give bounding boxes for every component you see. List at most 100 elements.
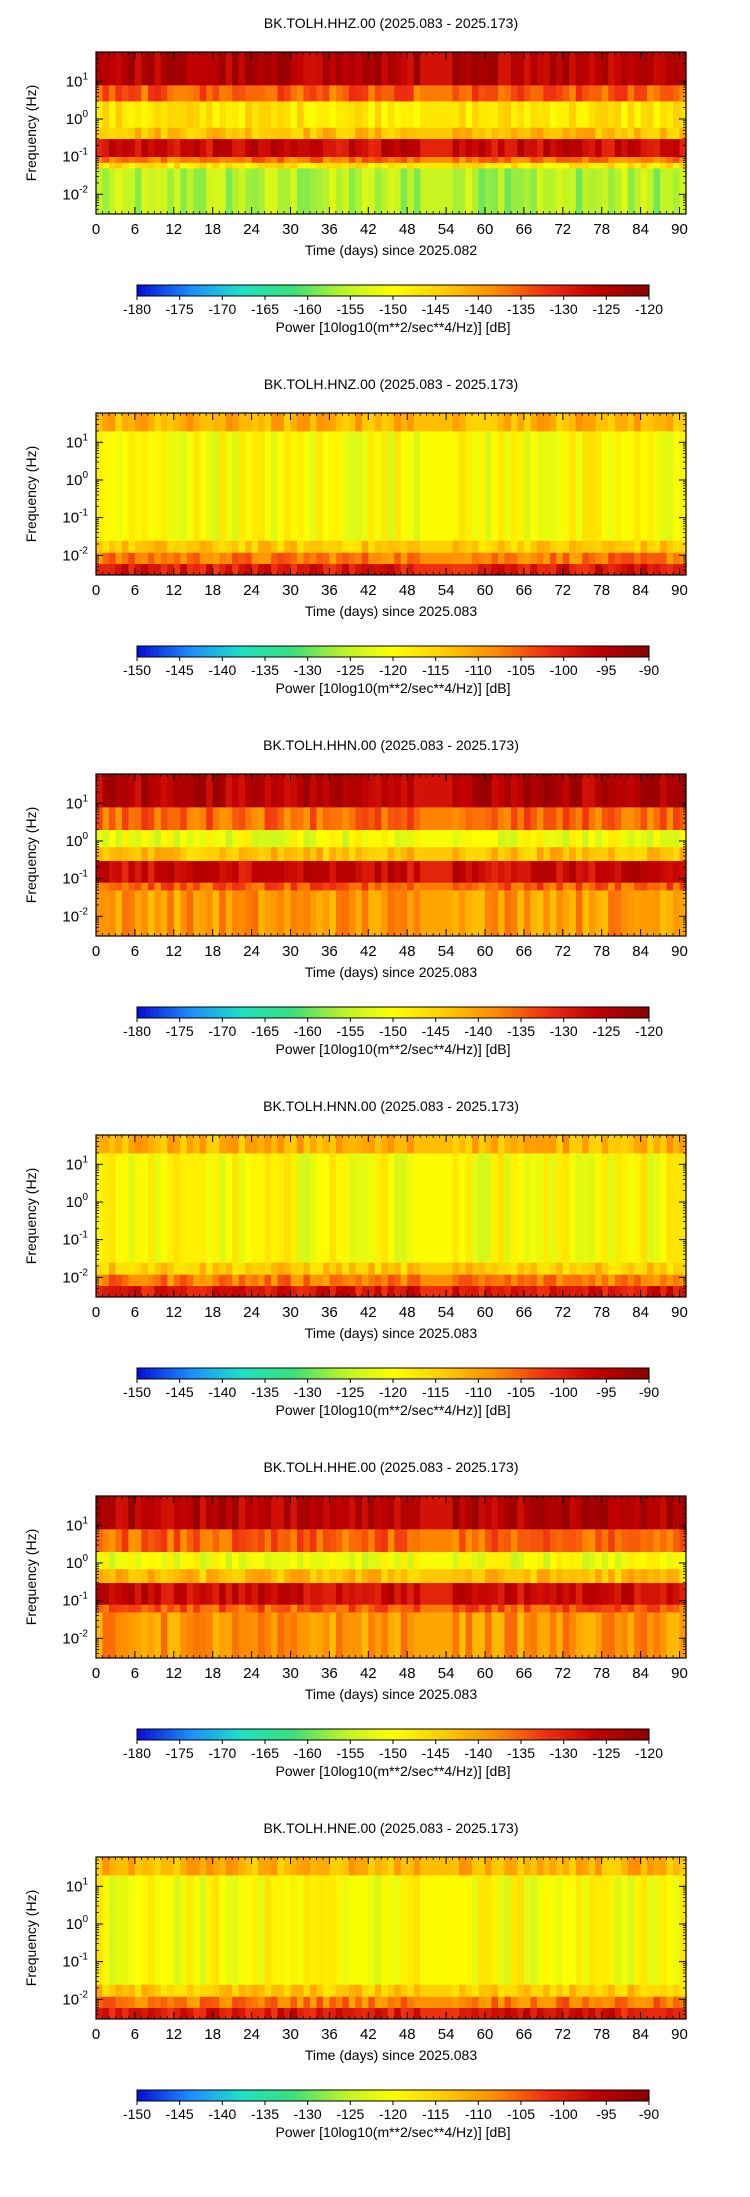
heatmap-cell — [335, 563, 343, 576]
heatmap-cell — [387, 101, 395, 128]
heatmap-cell — [277, 413, 285, 432]
heatmap-cell — [355, 889, 363, 937]
heatmap-cell — [660, 806, 668, 831]
colorbar-segment — [572, 646, 577, 657]
heatmap-cell — [491, 552, 499, 565]
heatmap-cell — [160, 829, 168, 848]
heatmap-cell — [180, 167, 188, 215]
heatmap-cell — [212, 1611, 220, 1659]
heatmap-cell — [284, 882, 292, 891]
heatmap-cell — [245, 413, 253, 432]
colorbar-segment — [209, 646, 215, 657]
heatmap-cell — [277, 1152, 285, 1263]
heatmap-cell — [329, 1528, 337, 1553]
heatmap-cell — [284, 156, 292, 163]
heatmap-cell — [595, 1582, 603, 1605]
heatmap-cell — [387, 846, 395, 862]
heatmap-cell — [459, 167, 467, 215]
heatmap-cell — [102, 1262, 110, 1275]
heatmap-cell — [543, 162, 551, 169]
heatmap-cell — [290, 846, 298, 862]
heatmap-cell — [459, 540, 467, 553]
heatmap-cell — [595, 1135, 603, 1154]
colorbar-segment — [567, 285, 573, 296]
heatmap-cell — [446, 846, 454, 862]
heatmap-cell — [212, 774, 220, 808]
heatmap-cell — [355, 1285, 363, 1298]
colorbar-segment — [640, 1007, 646, 1018]
heatmap-cell — [459, 1568, 467, 1584]
heatmap-cell — [575, 52, 583, 86]
heatmap-cell — [141, 846, 149, 862]
heatmap-cell — [420, 889, 428, 937]
colorbar-segment — [201, 1368, 206, 1379]
colorbar-segment — [188, 1368, 193, 1379]
colorbar-segment — [431, 1007, 437, 1018]
heatmap-cell — [322, 1285, 331, 1298]
colorbar-segment — [196, 1007, 202, 1018]
heatmap-cell — [647, 162, 655, 169]
colorbar-segment — [512, 1007, 518, 1018]
heatmap-cell — [251, 806, 259, 831]
heatmap-cell — [575, 1285, 583, 1298]
heatmap-cell — [394, 1604, 402, 1613]
heatmap-cell — [374, 774, 382, 808]
heatmap-cell — [595, 430, 603, 541]
colorbar-segment — [213, 646, 219, 657]
heatmap-cell — [186, 52, 194, 86]
heatmap-cell — [536, 1152, 544, 1263]
heatmap-cell — [264, 1274, 272, 1287]
heatmap-cell — [108, 84, 117, 102]
heatmap-cell — [335, 1262, 343, 1275]
heatmap-cell — [167, 1152, 175, 1263]
heatmap-cell — [478, 1528, 486, 1553]
chart-title: BK.TOLH.HHN.00 (2025.083 - 2025.173) — [263, 737, 519, 753]
heatmap-cell — [478, 52, 486, 86]
heatmap-cell — [251, 1262, 259, 1275]
heatmap-cell — [186, 1152, 194, 1263]
heatmap-cell — [647, 156, 655, 163]
heatmap-cell — [666, 84, 674, 102]
y-tick-base: 10 — [66, 1517, 83, 1534]
colorbar-segment — [375, 1007, 381, 1018]
heatmap-cell — [141, 540, 149, 553]
heatmap-cell — [575, 101, 583, 128]
heatmap-cell — [335, 1551, 343, 1570]
heatmap-cell — [368, 1135, 376, 1154]
heatmap-cell — [160, 846, 168, 862]
heatmap-cell — [368, 829, 376, 848]
heatmap-cell — [523, 1611, 531, 1659]
heatmap-cell — [355, 1262, 363, 1275]
heatmap-cell — [290, 101, 298, 128]
heatmap-cell — [491, 1135, 499, 1154]
colorbar-segment — [474, 1007, 479, 1018]
heatmap-cell — [368, 1568, 376, 1584]
heatmap-cell — [387, 156, 395, 163]
colorbar-segment — [444, 1007, 449, 1018]
heatmap-cell — [387, 1568, 395, 1584]
colorbar-segment — [303, 285, 309, 296]
colorbar-segment — [461, 1368, 467, 1379]
colorbar-segment — [401, 285, 407, 296]
heatmap-cell — [245, 127, 253, 140]
heatmap-cell — [284, 889, 292, 937]
heatmap-cell — [446, 540, 454, 553]
heatmap-cell — [277, 1262, 285, 1275]
heatmap-cell — [134, 1135, 142, 1154]
heatmap-cell — [381, 101, 389, 128]
y-tick-label: 10-2 — [62, 1628, 88, 1647]
x-tick-label: 36 — [321, 221, 338, 238]
heatmap-cell — [413, 138, 421, 158]
heatmap-cell — [342, 1568, 350, 1584]
colorbar-segment — [410, 1368, 415, 1379]
colorbar-segment — [256, 1368, 262, 1379]
heatmap-cell — [426, 1285, 434, 1298]
y-tick-base: 10 — [66, 1555, 83, 1572]
heatmap-cell — [290, 1604, 298, 1613]
heatmap-cell — [608, 1496, 616, 1530]
heatmap-cell — [601, 846, 609, 862]
heatmap-cell — [582, 540, 590, 553]
heatmap-cell — [251, 1582, 259, 1605]
heatmap-cell — [102, 774, 110, 808]
heatmap-cell — [348, 138, 356, 158]
